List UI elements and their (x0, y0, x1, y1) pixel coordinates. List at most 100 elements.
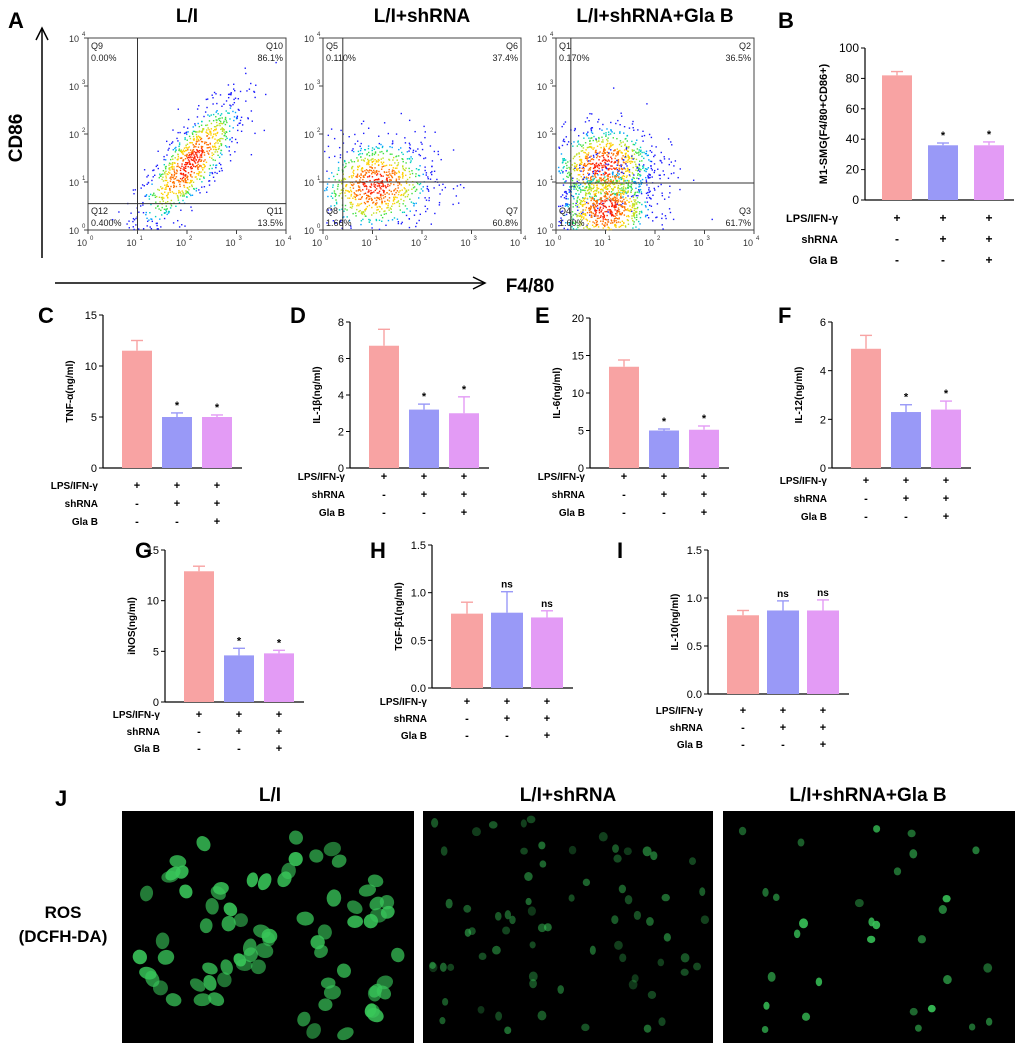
flow-event-dot (165, 179, 168, 182)
flow-event-dot (237, 98, 240, 100)
flow-event-dot (578, 152, 580, 154)
fluorescent-cell (873, 825, 881, 833)
flow-event-dot (384, 185, 386, 187)
flow-event-dot (625, 149, 628, 151)
flow-event-dot (220, 149, 222, 152)
fluorescent-cell (693, 962, 701, 971)
flow-event-dot (633, 214, 636, 216)
microscopy-image-1: L/I (122, 785, 414, 1043)
flow-event-dot (153, 169, 155, 171)
flow-event-dot (431, 170, 433, 173)
condition-sign: + (903, 475, 909, 487)
condition-sign: + (939, 232, 946, 246)
flow-event-dot (663, 174, 665, 176)
flow-event-dot (386, 180, 389, 182)
flow-event-dot (609, 211, 611, 213)
fluorescent-cell (220, 959, 233, 975)
flow-event-dot (212, 113, 215, 116)
flow-event-dot (164, 188, 166, 190)
y-tick-label: 10 (572, 388, 584, 400)
flow-event-dot (188, 163, 191, 165)
flow-event-dot (159, 175, 162, 177)
flow-event-dot (603, 174, 605, 176)
flow-event-dot (377, 208, 379, 211)
flow-event-dot (334, 195, 337, 198)
flow-event-dot (213, 148, 215, 151)
flow-event-dot (357, 194, 359, 197)
flow-event-dot (587, 202, 590, 205)
flow-event-dot (586, 159, 588, 161)
flow-event-dot (452, 188, 455, 190)
condition-label: Gla B (72, 517, 98, 528)
flow-event-dot (607, 226, 609, 228)
flow-event-dot (614, 207, 616, 209)
flow-event-dot (126, 223, 128, 225)
flow-event-dot (617, 207, 620, 209)
flow-event-dot (586, 227, 589, 229)
fluorescent-cell (471, 827, 481, 837)
flow-event-dot (163, 158, 165, 161)
flow-event-dot (402, 175, 404, 177)
flow-event-dot (600, 201, 602, 203)
flow-event-dot (599, 216, 602, 219)
flow-event-dot (604, 205, 607, 208)
flow-event-dot (382, 157, 384, 159)
flow-event-dot (565, 204, 568, 206)
flow-event-dot (217, 142, 219, 144)
flow-event-dot (134, 189, 136, 191)
flow-event-dot (598, 152, 600, 154)
flow-event-dot (164, 173, 166, 175)
flow-event-dot (619, 124, 621, 126)
flow-event-dot (593, 198, 596, 200)
flow-event-dot (634, 199, 637, 201)
flow-event-dot (399, 190, 401, 192)
flow-event-dot (565, 136, 567, 138)
flow-event-dot (245, 72, 247, 75)
flow-event-dot (645, 214, 647, 217)
flow-event-dot (206, 147, 208, 149)
flow-event-dot (650, 205, 653, 207)
fluorescent-cell (504, 910, 512, 920)
y-tick-label: 100 (839, 41, 859, 55)
flow-event-dot (415, 175, 417, 178)
flow-event-dot (575, 154, 578, 156)
flow-event-dot (615, 179, 617, 182)
flow-event-dot (171, 191, 174, 193)
flow-event-dot (619, 221, 621, 224)
flow-event-dot (626, 140, 629, 142)
flow-event-dot (579, 186, 581, 189)
flow-event-dot (380, 168, 383, 170)
flow-event-dot (154, 194, 156, 197)
flow-event-dot (631, 155, 633, 157)
y-tick-label: 60 (846, 102, 860, 116)
flow-event-dot (385, 212, 387, 215)
flow-event-dot (339, 221, 342, 223)
flow-event-dot (371, 161, 374, 164)
flow-y-tick-exponent: 0 (550, 224, 554, 230)
bar-chart-g: 051015iNOS(ng/ml)+--*++-*+++LPS/IFN-γshR… (113, 545, 304, 755)
flow-event-dot (455, 195, 458, 197)
flow-event-dot (162, 193, 164, 196)
flow-event-dot (629, 197, 631, 200)
flow-event-dot (632, 166, 634, 169)
flow-event-dot (622, 202, 624, 205)
flow-event-dot (624, 144, 626, 147)
flow-event-dot (643, 151, 645, 154)
flow-event-dot (562, 167, 564, 169)
flow-event-dot (222, 129, 224, 131)
condition-sign: + (943, 511, 949, 523)
flow-event-dot (648, 187, 650, 189)
flow-event-dot (191, 151, 193, 153)
bar (851, 348, 881, 468)
y-tick-label: 1.5 (411, 540, 426, 552)
fluorescent-cell (524, 872, 533, 881)
flow-event-dot (185, 192, 187, 195)
flow-event-dot (646, 168, 648, 171)
flow-event-dot (378, 159, 380, 162)
flow-event-dot (604, 186, 606, 188)
quadrant-name: Q2 (739, 41, 751, 51)
flow-event-dot (559, 172, 562, 174)
flow-event-dot (563, 159, 565, 162)
flow-event-dot (366, 163, 368, 166)
flow-event-dot (566, 164, 568, 167)
